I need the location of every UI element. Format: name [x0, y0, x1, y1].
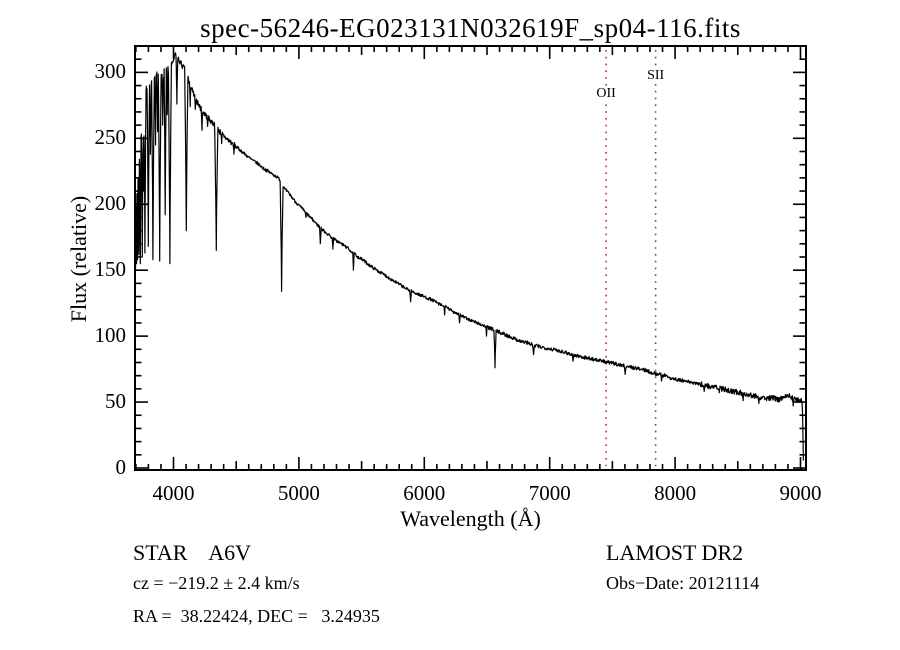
y-tick-label: 100 — [94, 323, 127, 348]
radial-velocity-text: cz = −219.2 ± 2.4 km/s — [133, 573, 300, 593]
spectrum-curve — [134, 52, 804, 461]
x-tick-label: 6000 — [403, 481, 446, 505]
x-tick-label: 9000 — [779, 481, 822, 505]
y-tick-label: 200 — [94, 191, 127, 216]
emission-line-label-oii: OII — [595, 86, 617, 102]
y-tick-label: 250 — [94, 125, 127, 150]
plot-title: spec-56246-EG023131N032619F_sp04-116.fit… — [200, 13, 741, 43]
x-tick-label: 5000 — [277, 481, 320, 505]
survey-text: LAMOST DR2 — [606, 540, 744, 565]
classification-text: STAR A6V — [133, 540, 252, 565]
x-axis-label: Wavelength (Å) — [400, 506, 541, 531]
y-tick-label: 300 — [94, 59, 127, 84]
x-tick-label: 7000 — [528, 481, 571, 505]
coordinates-text: RA = 38.22424, DEC = 3.24935 — [133, 606, 380, 626]
y-tick-label: 150 — [94, 257, 127, 282]
x-tick-label: 8000 — [654, 481, 697, 505]
emission-line-label-sii: SII — [646, 68, 666, 84]
y-tick-label: 0 — [115, 455, 127, 479]
plot-frame — [134, 45, 807, 471]
obs-date-text: Obs−Date: 20121114 — [606, 573, 760, 593]
y-tick-label: 50 — [105, 389, 126, 414]
x-tick-label: 4000 — [152, 481, 195, 505]
